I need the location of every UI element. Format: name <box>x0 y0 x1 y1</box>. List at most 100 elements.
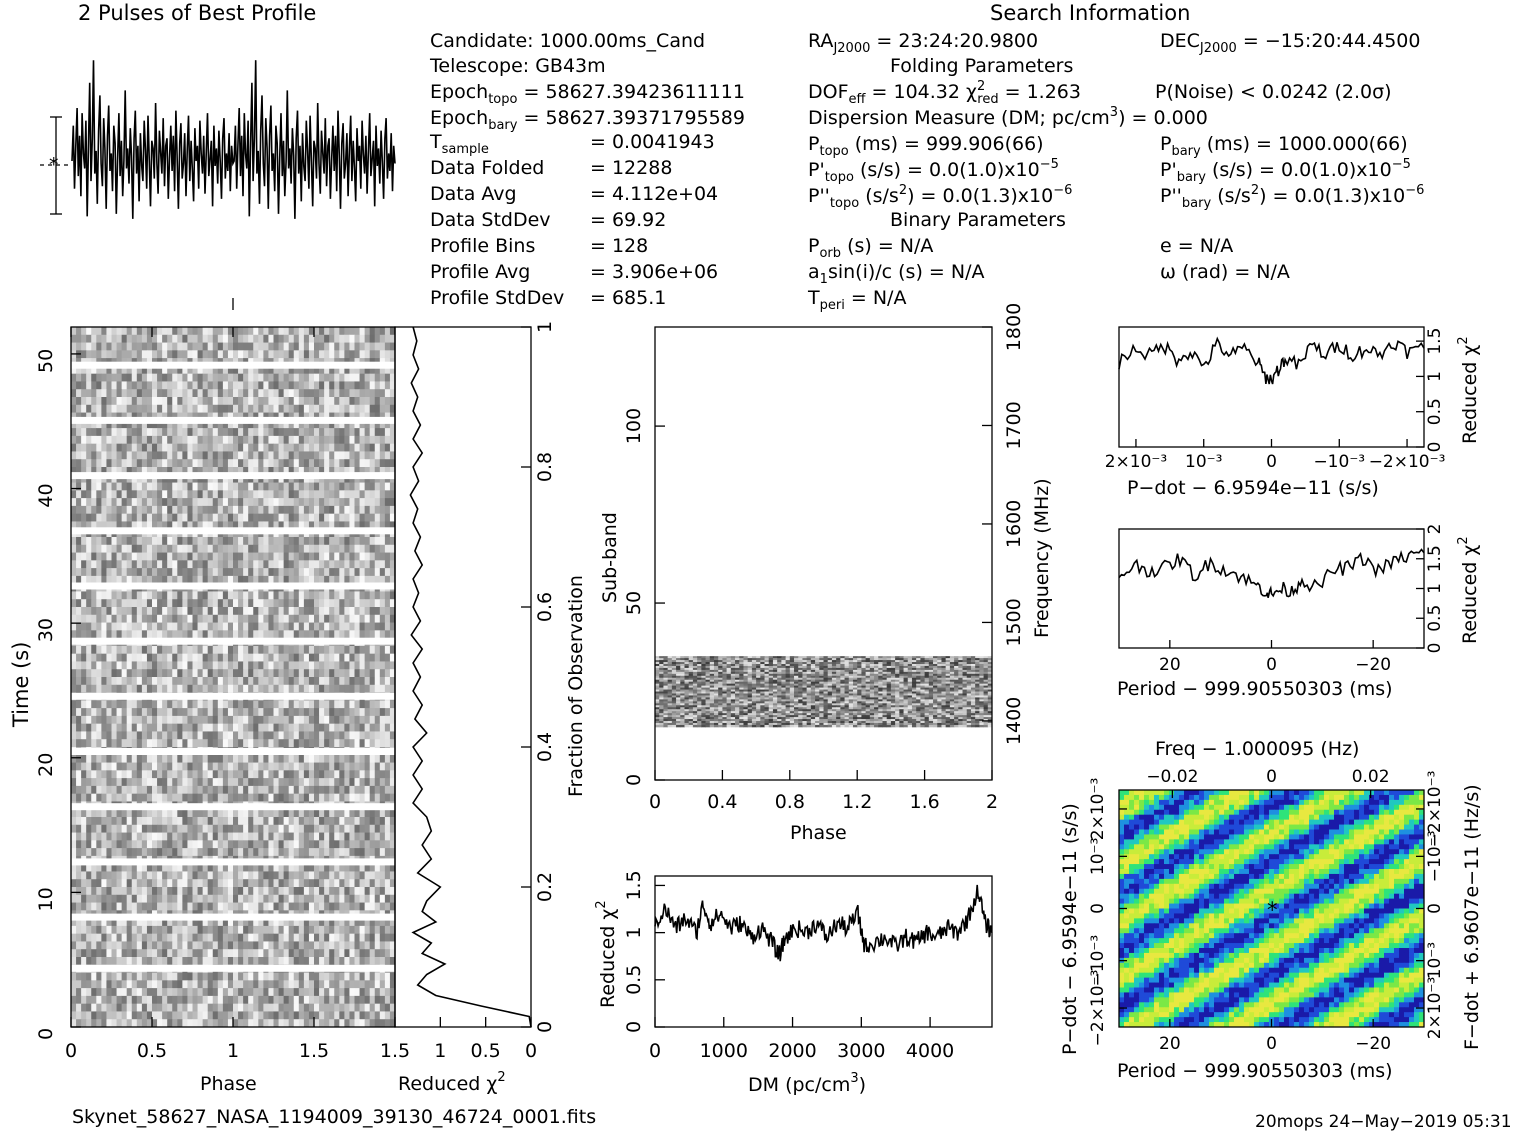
time-phase-cell <box>126 809 133 818</box>
time-phase-cell <box>384 560 391 569</box>
time-phase-cell <box>384 871 391 880</box>
time-phase-cell <box>288 793 295 802</box>
time-phase-cell <box>192 770 198 779</box>
time-phase-cell <box>273 591 279 600</box>
time-phase-cell <box>248 762 254 771</box>
time-phase-cell <box>329 443 335 452</box>
time-phase-cell <box>354 669 360 678</box>
time-phase-cell <box>76 451 82 460</box>
time-phase-cell <box>207 817 214 826</box>
time-phase-cell <box>167 731 173 740</box>
time-phase-cell <box>96 568 102 577</box>
time-phase-cell <box>126 754 133 763</box>
time-phase-cell <box>157 778 163 787</box>
time-phase-cell <box>177 817 183 826</box>
time-phase-cell <box>207 537 214 546</box>
time-phase-cell <box>344 731 350 740</box>
time-phase-cell <box>359 490 366 499</box>
time-phase-cell <box>273 817 279 826</box>
time-phase-cell <box>263 327 269 336</box>
time-phase-cell <box>76 568 82 577</box>
time-phase-cell <box>314 327 320 336</box>
time-phase-cell <box>334 614 340 623</box>
time-phase-cell <box>157 770 163 779</box>
time-phase-cell <box>303 661 310 670</box>
time-phase-cell <box>283 560 290 569</box>
time-phase-cell <box>324 498 330 507</box>
profile-plot: * <box>40 60 396 310</box>
time-phase-cell <box>172 731 178 740</box>
time-phase-cell <box>207 451 214 460</box>
time-phase-cell <box>238 731 244 740</box>
time-phase-cell <box>212 762 219 771</box>
time-phase-cell <box>329 513 335 522</box>
time-phase-cell <box>334 630 340 639</box>
time-phase-cell <box>217 490 224 499</box>
time-phase-cell <box>273 677 279 686</box>
time-phase-cell <box>379 443 386 452</box>
time-phase-cell <box>258 622 264 631</box>
time-phase-cell <box>146 365 153 375</box>
time-phase-cell <box>187 622 193 631</box>
time-phase-cell <box>111 770 117 779</box>
time-phase-cell <box>389 723 396 732</box>
time-phase-cell <box>111 513 117 522</box>
time-phase-cell <box>172 661 178 670</box>
time-phase-cell <box>192 591 198 600</box>
time-phase-cell <box>81 342 87 351</box>
time-phase-cell <box>238 537 244 546</box>
time-phase-cell <box>258 677 264 686</box>
time-phase-cell <box>192 521 198 530</box>
time-phase-cell <box>162 817 168 826</box>
time-phase-cell <box>369 614 376 623</box>
time-phase-cell <box>349 723 355 732</box>
time-phase-cell <box>344 607 350 616</box>
time-phase-cell <box>106 342 112 351</box>
time-phase-cell <box>192 397 198 406</box>
time-phase-cell <box>217 327 224 336</box>
time-phase-cell <box>172 770 178 779</box>
time-phase-cell <box>126 404 133 413</box>
time-phase-cell <box>192 373 198 382</box>
time-phase-cell <box>263 653 269 662</box>
time-phase-cell <box>76 467 82 476</box>
time-phase-cell <box>384 894 391 903</box>
time-phase-cell <box>141 521 148 530</box>
time-phase-cell <box>359 513 366 522</box>
time-phase-cell <box>212 591 219 600</box>
time-phase-cell <box>278 848 285 857</box>
time-phase-cell <box>227 397 234 406</box>
time-phase-cell <box>384 451 391 460</box>
time-phase-cell <box>131 599 138 608</box>
time-phase-cell <box>192 817 198 826</box>
time-phase-cell <box>152 389 158 398</box>
time-phase-cell <box>364 684 371 693</box>
time-phase-cell <box>182 669 188 678</box>
time-phase-cell <box>283 397 290 406</box>
time-phase-cell <box>146 459 153 468</box>
time-phase-cell <box>298 762 305 771</box>
time-phase-cell <box>329 591 335 600</box>
time-phase-cell <box>263 669 269 678</box>
time-phase-cell <box>248 568 254 577</box>
time-phase-cell <box>197 754 204 763</box>
time-phase-cell <box>187 832 193 841</box>
time-phase-cell <box>126 762 133 771</box>
time-phase-cell <box>91 614 97 623</box>
time-phase-cell <box>243 544 249 553</box>
time-phase-cell <box>197 552 204 561</box>
time-phase-cell <box>167 505 173 515</box>
time-phase-cell <box>152 498 158 507</box>
time-phase-cell <box>389 918 396 927</box>
time-phase-cell <box>111 832 117 841</box>
time-phase-cell <box>192 435 198 445</box>
time-phase-cell <box>227 762 234 771</box>
time-phase-cell <box>146 498 153 507</box>
time-phase-cell <box>187 560 193 569</box>
time-phase-cell <box>167 925 173 935</box>
time-phase-cell <box>349 599 355 608</box>
time-phase-cell <box>182 778 188 787</box>
time-phase-cell <box>106 863 112 872</box>
time-phase-cell <box>238 677 244 686</box>
time-phase-cell <box>172 645 178 655</box>
